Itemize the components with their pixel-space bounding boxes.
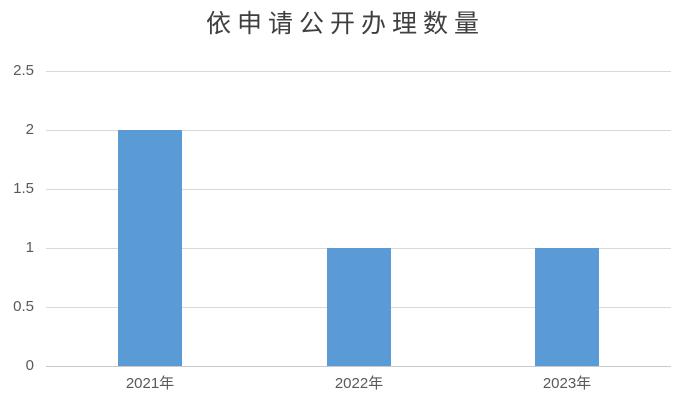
x-axis-line xyxy=(46,366,671,367)
x-axis-tick-label: 2023年 xyxy=(542,375,592,392)
y-axis-tick-label: 0.5 xyxy=(13,298,34,315)
gridline xyxy=(46,189,671,190)
bar-2023年 xyxy=(535,248,599,366)
bar-2021年 xyxy=(118,130,182,366)
y-axis-tick-label: 1 xyxy=(25,239,34,256)
y-axis-tick-label: 0 xyxy=(25,357,34,374)
bar-2022年 xyxy=(327,248,391,366)
y-axis-tick-label: 2 xyxy=(25,121,34,138)
y-axis-tick-label: 1.5 xyxy=(13,180,34,197)
y-axis-tick-label: 2.5 xyxy=(13,62,34,79)
x-axis-tick-label: 2021年 xyxy=(125,375,175,392)
x-axis-tick-label: 2022年 xyxy=(334,375,384,392)
gridline xyxy=(46,71,671,72)
chart-title: 依申请公开办理数量 xyxy=(205,9,485,38)
gridline xyxy=(46,130,671,131)
